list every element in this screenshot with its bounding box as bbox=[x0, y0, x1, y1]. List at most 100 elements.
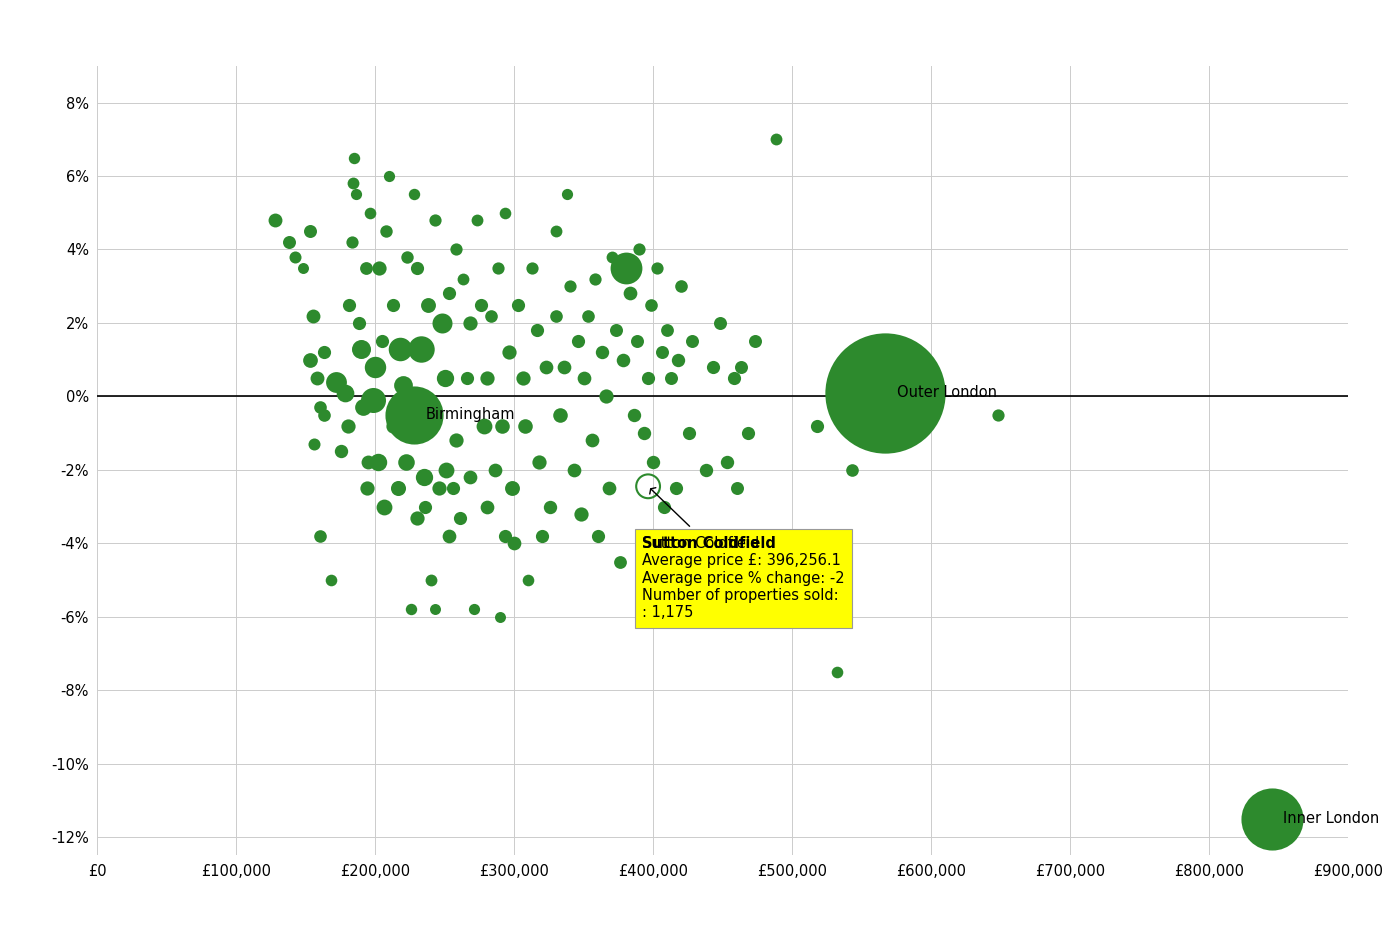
Point bbox=[528, 455, 550, 470]
Point bbox=[726, 480, 748, 495]
Point bbox=[338, 297, 360, 312]
Point bbox=[614, 260, 637, 275]
Point bbox=[368, 260, 391, 275]
Point bbox=[598, 480, 620, 495]
Point bbox=[639, 297, 662, 312]
Point bbox=[367, 455, 389, 470]
Point bbox=[410, 341, 432, 356]
Point bbox=[826, 665, 848, 680]
Point bbox=[507, 297, 530, 312]
Point bbox=[637, 478, 659, 494]
Point bbox=[306, 370, 328, 385]
Point bbox=[642, 455, 664, 470]
Point bbox=[342, 176, 364, 191]
Point bbox=[357, 455, 379, 470]
Point bbox=[500, 480, 523, 495]
Point bbox=[559, 278, 581, 293]
Point bbox=[491, 418, 513, 433]
Point bbox=[400, 602, 423, 617]
Point bbox=[737, 426, 759, 441]
Point bbox=[549, 407, 571, 422]
Point bbox=[373, 499, 395, 514]
Point bbox=[424, 212, 446, 227]
Point bbox=[573, 370, 595, 385]
Point bbox=[623, 407, 645, 422]
Point bbox=[438, 528, 460, 543]
Point bbox=[445, 242, 467, 257]
Point bbox=[406, 260, 428, 275]
Point bbox=[431, 315, 453, 330]
Point bbox=[531, 528, 553, 543]
Point bbox=[612, 352, 634, 368]
Point bbox=[359, 205, 381, 220]
Point bbox=[664, 480, 687, 495]
Point bbox=[313, 345, 335, 360]
Point bbox=[581, 433, 603, 448]
Point bbox=[493, 528, 516, 543]
Point bbox=[382, 297, 404, 312]
Point bbox=[375, 224, 398, 239]
Point bbox=[313, 407, 335, 422]
Point bbox=[378, 168, 400, 183]
Point bbox=[489, 609, 512, 624]
Point bbox=[637, 370, 659, 385]
Point bbox=[264, 212, 286, 227]
Point bbox=[651, 345, 673, 360]
Point bbox=[292, 260, 314, 275]
Point bbox=[299, 224, 321, 239]
Point bbox=[681, 334, 703, 349]
Point bbox=[345, 187, 367, 202]
Point bbox=[473, 418, 495, 433]
Text: Birmingham: Birmingham bbox=[425, 407, 514, 422]
Point bbox=[392, 378, 414, 393]
Point bbox=[591, 345, 613, 360]
Point bbox=[389, 341, 411, 356]
Point bbox=[806, 418, 828, 433]
Point bbox=[403, 187, 425, 202]
Point bbox=[320, 572, 342, 588]
Point bbox=[521, 260, 543, 275]
Point bbox=[364, 359, 386, 374]
Point bbox=[841, 462, 863, 478]
Point bbox=[414, 499, 436, 514]
Point bbox=[667, 352, 689, 368]
Point bbox=[386, 480, 409, 495]
Point bbox=[420, 572, 442, 588]
Point bbox=[514, 418, 537, 433]
Point bbox=[299, 352, 321, 368]
Point bbox=[535, 359, 557, 374]
Point bbox=[660, 370, 682, 385]
Point bbox=[459, 470, 481, 485]
Point bbox=[475, 370, 498, 385]
Point bbox=[1261, 811, 1283, 826]
Point bbox=[336, 418, 359, 433]
Point bbox=[632, 426, 655, 441]
Text: Sutton Coldfield: Sutton Coldfield bbox=[642, 536, 776, 551]
Point bbox=[619, 286, 641, 301]
Point bbox=[628, 242, 651, 257]
Point bbox=[435, 462, 457, 478]
Point bbox=[343, 150, 366, 165]
Text: Outer London: Outer London bbox=[897, 385, 997, 400]
Point bbox=[498, 345, 520, 360]
Point bbox=[309, 528, 331, 543]
Point bbox=[334, 385, 356, 400]
Point bbox=[403, 407, 425, 422]
Point bbox=[350, 341, 373, 356]
Point bbox=[553, 359, 575, 374]
Point bbox=[716, 455, 738, 470]
Point bbox=[463, 602, 485, 617]
Point bbox=[325, 374, 348, 389]
Point bbox=[341, 235, 363, 250]
Point bbox=[424, 602, 446, 617]
Point bbox=[284, 249, 306, 264]
Point bbox=[484, 462, 506, 478]
Point bbox=[539, 499, 562, 514]
Point bbox=[361, 393, 384, 408]
Point bbox=[395, 455, 417, 470]
Point bbox=[442, 480, 464, 495]
Point bbox=[695, 462, 717, 478]
Point bbox=[493, 205, 516, 220]
Point bbox=[445, 433, 467, 448]
Point bbox=[577, 308, 599, 323]
